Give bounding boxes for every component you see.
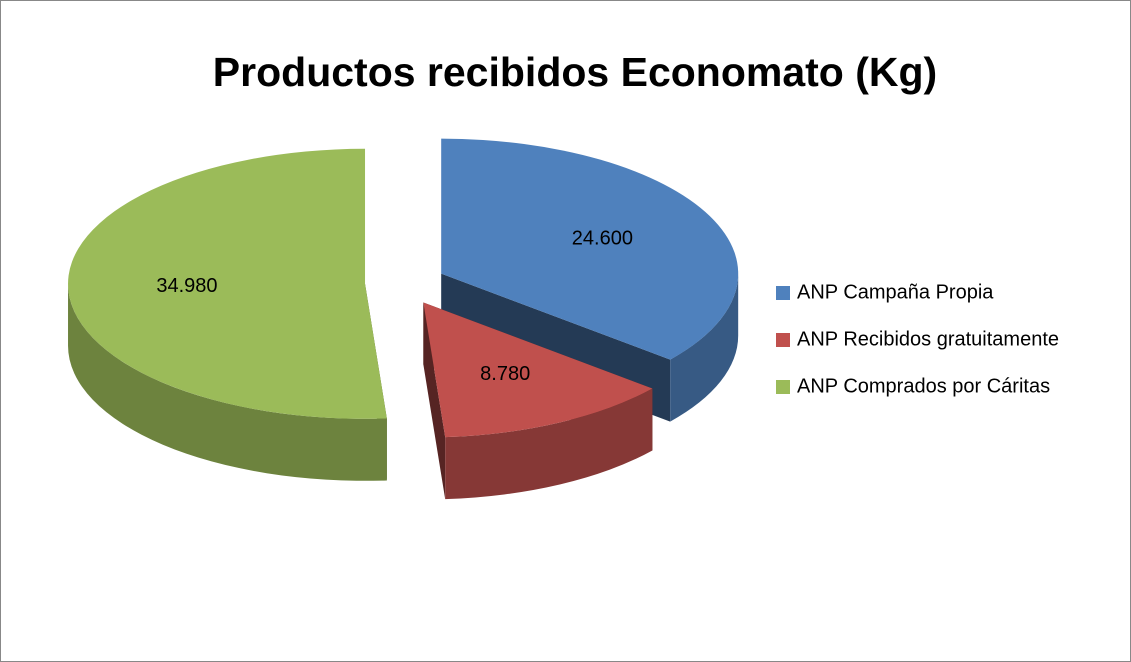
legend-label: ANP Recibidos gratuitamente bbox=[797, 328, 1059, 350]
legend-swatch bbox=[776, 286, 790, 300]
legend-label: ANP Campaña Propia bbox=[797, 281, 994, 303]
legend-swatch bbox=[776, 333, 790, 347]
pie-slice bbox=[423, 302, 653, 438]
data-label: 24.600 bbox=[572, 227, 633, 249]
data-label: 34.980 bbox=[156, 275, 217, 297]
data-label: 8.780 bbox=[480, 363, 530, 385]
chart-title: Productos recibidos Economato (Kg) bbox=[213, 49, 937, 95]
legend-swatch bbox=[776, 380, 790, 394]
legend-label: ANP Comprados por Cáritas bbox=[797, 375, 1050, 397]
pie-slice-side bbox=[445, 388, 653, 500]
pie-slice bbox=[68, 148, 387, 419]
pie-slice-side bbox=[68, 283, 387, 481]
pie-slice-wall bbox=[423, 302, 446, 500]
pie-slice-side bbox=[670, 273, 739, 422]
pie-slice bbox=[441, 138, 739, 360]
